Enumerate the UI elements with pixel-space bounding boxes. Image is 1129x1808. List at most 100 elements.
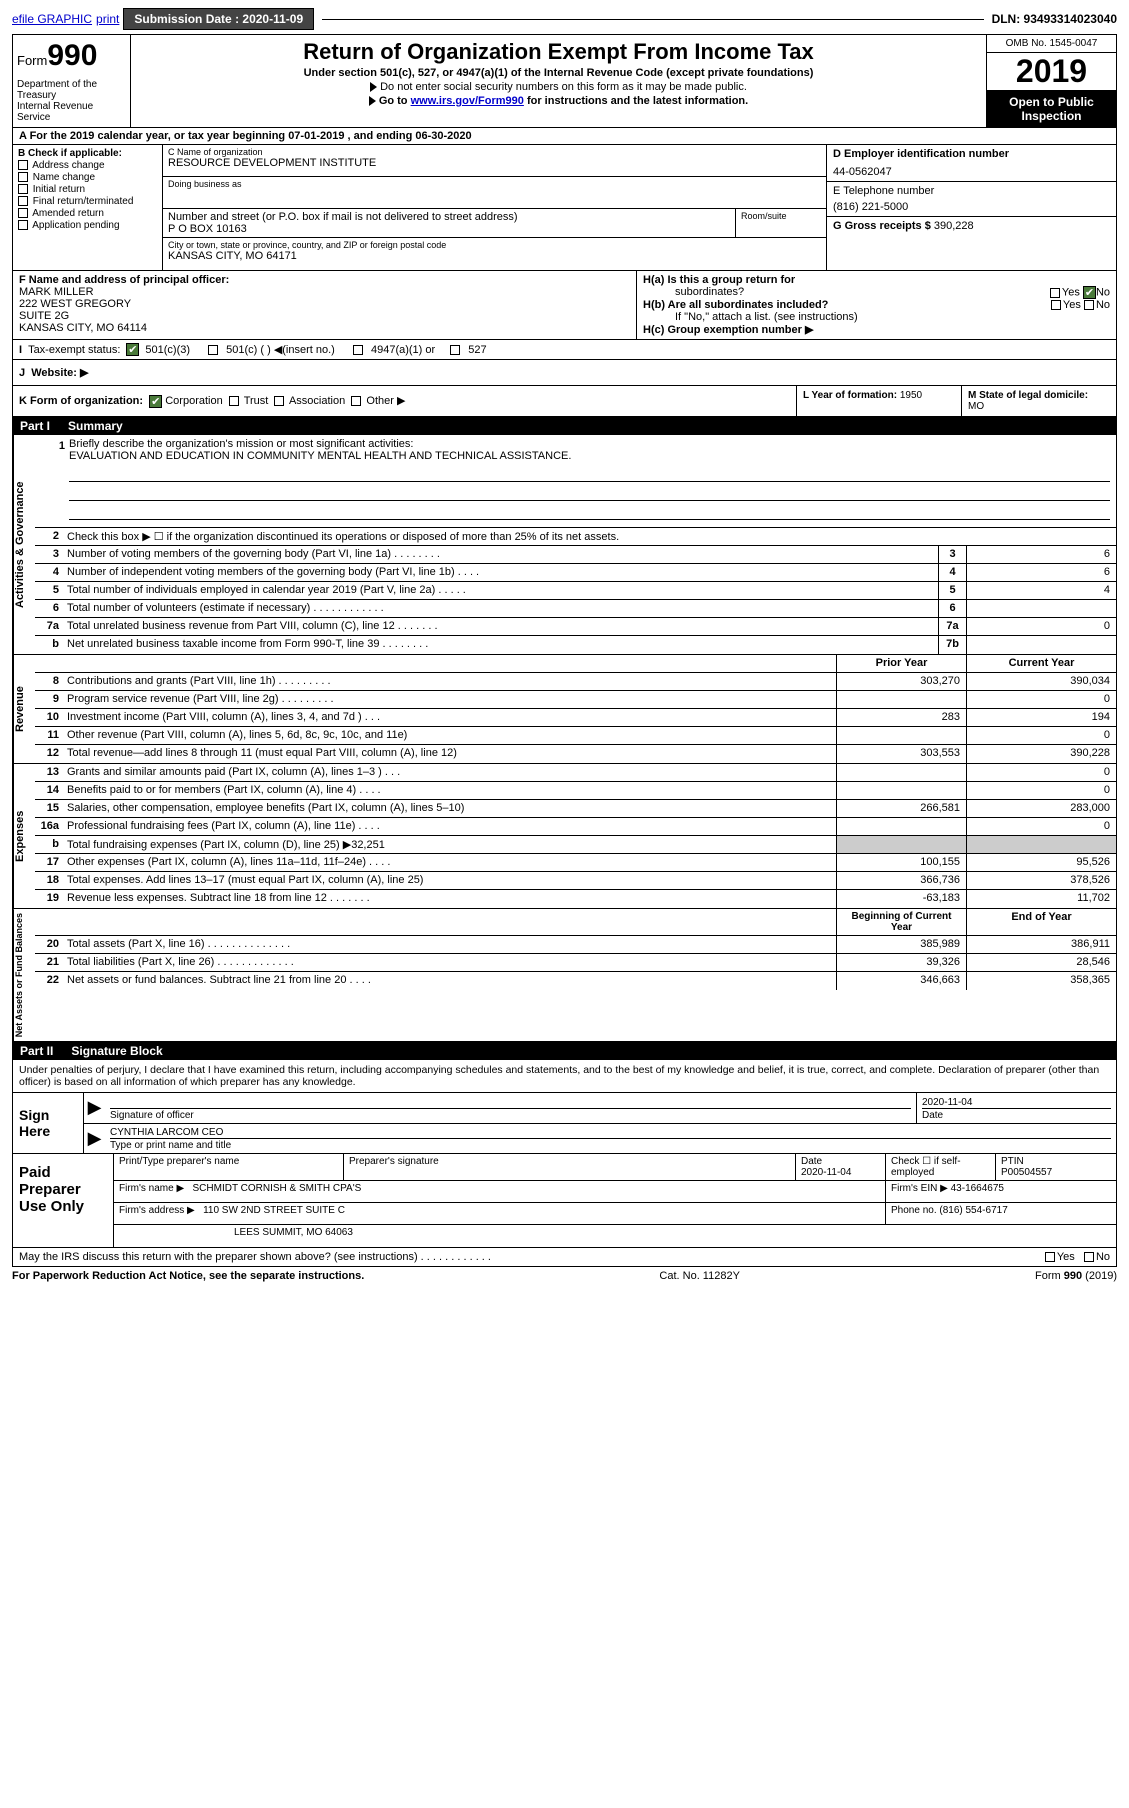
gov-row-6: 6 Total number of volunteers (estimate i… <box>35 600 1116 618</box>
part1-title: Summary <box>68 419 123 433</box>
gross-cell: G Gross receipts $ 390,228 <box>827 217 1116 270</box>
topbar-rule <box>322 19 983 20</box>
chk-hb-no[interactable] <box>1084 300 1094 310</box>
instruction-line1: Do not enter social security numbers on … <box>139 81 978 93</box>
section-klm: K Form of organization: ✔ Corporation Tr… <box>12 386 1117 417</box>
chk-trust[interactable] <box>229 396 239 406</box>
dept-treasury: Department of the Treasury Internal Reve… <box>17 79 126 123</box>
exp-row-17: 17Other expenses (Part IX, column (A), l… <box>35 854 1116 872</box>
form-subtitle: Under section 501(c), 527, or 4947(a)(1)… <box>139 67 978 79</box>
firm-addr-cell: Firm's address ▶ 110 SW 2ND STREET SUITE… <box>114 1203 886 1224</box>
chk-addr-change[interactable] <box>18 160 28 170</box>
dba-cell: Doing business as <box>163 177 826 209</box>
city-label: City or town, state or province, country… <box>168 240 821 250</box>
net-section: Net Assets or Fund Balances Beginning of… <box>12 909 1117 1042</box>
submission-date-btn[interactable]: Submission Date : 2020-11-09 <box>123 8 314 30</box>
chk-501c[interactable] <box>208 345 218 355</box>
exp-section: Expenses 13Grants and similar amounts pa… <box>12 764 1117 909</box>
dept-line2: Internal Revenue Service <box>17 101 126 123</box>
chk-ha-no[interactable]: ✔ <box>1083 286 1096 299</box>
arrow-icon: ▶ <box>84 1093 105 1124</box>
chk-527[interactable] <box>450 345 460 355</box>
print-link[interactable]: print <box>96 12 119 26</box>
mission-line <box>69 485 1110 501</box>
mission-label: Briefly describe the organization's miss… <box>69 438 1110 450</box>
chk-initial[interactable] <box>18 184 28 194</box>
efile-link[interactable]: efile GRAPHIC <box>12 12 92 26</box>
sig-arrow-col: ▶ ▶ <box>83 1093 105 1153</box>
sign-here-block: Sign Here ▶ ▶ Signature of officer 2020-… <box>12 1093 1117 1154</box>
ein-value: 44-0562047 <box>833 166 1110 178</box>
irs-link[interactable]: www.irs.gov/Form990 <box>411 95 524 107</box>
chk-other[interactable] <box>351 396 361 406</box>
ein-cell: D Employer identification number 44-0562… <box>827 145 1116 182</box>
preparer-date-cell: Date2020-11-04 <box>796 1154 886 1180</box>
chk-final[interactable] <box>18 196 28 206</box>
gov-row-7b: b Net unrelated business taxable income … <box>35 636 1116 654</box>
footer: For Paperwork Reduction Act Notice, see … <box>12 1267 1117 1285</box>
header-left: Form990 Department of the Treasury Inter… <box>13 35 131 127</box>
chk-4947[interactable] <box>353 345 363 355</box>
discuss-row: May the IRS discuss this return with the… <box>12 1248 1117 1267</box>
rev-row-8: 8Contributions and grants (Part VIII, li… <box>35 673 1116 691</box>
topbar: efile GRAPHIC print Submission Date : 20… <box>12 8 1117 30</box>
part1-num: Part I <box>20 419 50 433</box>
mission-line <box>69 466 1110 482</box>
chk-discuss-yes[interactable] <box>1045 1252 1055 1262</box>
chk-assoc[interactable] <box>274 396 284 406</box>
hb-label: H(b) Are all subordinates included? <box>643 299 828 311</box>
box-c: C Name of organization RESOURCE DEVELOPM… <box>163 145 826 270</box>
gov-side-label: Activities & Governance <box>13 435 35 654</box>
box-h: H(a) Is this a group return for subordin… <box>636 271 1116 339</box>
chk-501c3[interactable]: ✔ <box>126 343 139 356</box>
firm-ein-cell: Firm's EIN ▶ 43-1664675 <box>886 1181 1116 1202</box>
exp-row-19: 19Revenue less expenses. Subtract line 1… <box>35 890 1116 908</box>
section-fh: F Name and address of principal officer:… <box>12 271 1117 340</box>
city-value: KANSAS CITY, MO 64171 <box>168 250 821 262</box>
room-cell: Room/suite <box>736 209 826 237</box>
city-cell: City or town, state or province, country… <box>163 238 826 270</box>
mission-text: EVALUATION AND EDUCATION IN COMMUNITY ME… <box>69 450 1110 462</box>
exp-side-label: Expenses <box>13 764 35 908</box>
arrow-icon <box>370 82 377 92</box>
org-name-label: C Name of organization <box>168 147 821 157</box>
dept-line1: Department of the Treasury <box>17 79 126 101</box>
paid-row-2: Firm's name ▶ SCHMIDT CORNISH & SMITH CP… <box>114 1181 1116 1203</box>
chk-name-change[interactable] <box>18 172 28 182</box>
room-label: Room/suite <box>741 211 821 221</box>
footer-left: For Paperwork Reduction Act Notice, see … <box>12 1270 364 1282</box>
footer-center: Cat. No. 11282Y <box>659 1270 740 1282</box>
gov-row-5: 5 Total number of individuals employed i… <box>35 582 1116 600</box>
section-bcd: B Check if applicable: Address change Na… <box>12 145 1117 271</box>
addr-value: P O BOX 10163 <box>168 223 730 235</box>
net-row-21: 21Total liabilities (Part X, line 26) . … <box>35 954 1116 972</box>
chk-discuss-no[interactable] <box>1084 1252 1094 1262</box>
row-j: J Website: ▶ <box>12 360 1117 386</box>
officer-addr2: SUITE 2G <box>19 310 630 322</box>
tax-year: 2019 <box>987 53 1116 90</box>
chk-amended[interactable] <box>18 208 28 218</box>
instruction-line2: Go to www.irs.gov/Form990 for instructio… <box>139 95 978 107</box>
addr-cell: Number and street (or P.O. box if mail i… <box>163 209 736 237</box>
gov-section: Activities & Governance 1 Briefly descri… <box>12 435 1117 655</box>
box-b: B Check if applicable: Address change Na… <box>13 145 163 270</box>
hc-label: H(c) Group exemption number ▶ <box>643 324 813 336</box>
tax-exempt-label: Tax-exempt status: <box>28 344 120 356</box>
mission-line <box>69 504 1110 520</box>
arrow-icon: ▶ <box>84 1124 105 1154</box>
exp-row-13: 13Grants and similar amounts paid (Part … <box>35 764 1116 782</box>
chk-corp[interactable]: ✔ <box>149 395 162 408</box>
chk-app-pending[interactable] <box>18 220 28 230</box>
box-m: M State of legal domicile:MO <box>961 386 1116 416</box>
paid-preparer-block: Paid Preparer Use Only Print/Type prepar… <box>12 1154 1117 1248</box>
chk-ha-yes[interactable] <box>1050 288 1060 298</box>
firm-name-cell: Firm's name ▶ SCHMIDT CORNISH & SMITH CP… <box>114 1181 886 1202</box>
box-d: D Employer identification number 44-0562… <box>826 145 1116 270</box>
org-name-cell: C Name of organization RESOURCE DEVELOPM… <box>163 145 826 177</box>
preparer-sig-cell: Preparer's signature <box>344 1154 796 1180</box>
gov-row-2: 2 Check this box ▶ ☐ if the organization… <box>35 528 1116 546</box>
officer-addr1: 222 WEST GREGORY <box>19 298 630 310</box>
rev-row-10: 10Investment income (Part VIII, column (… <box>35 709 1116 727</box>
row-i: I Tax-exempt status: ✔ 501(c)(3) 501(c) … <box>12 340 1117 360</box>
chk-hb-yes[interactable] <box>1051 300 1061 310</box>
